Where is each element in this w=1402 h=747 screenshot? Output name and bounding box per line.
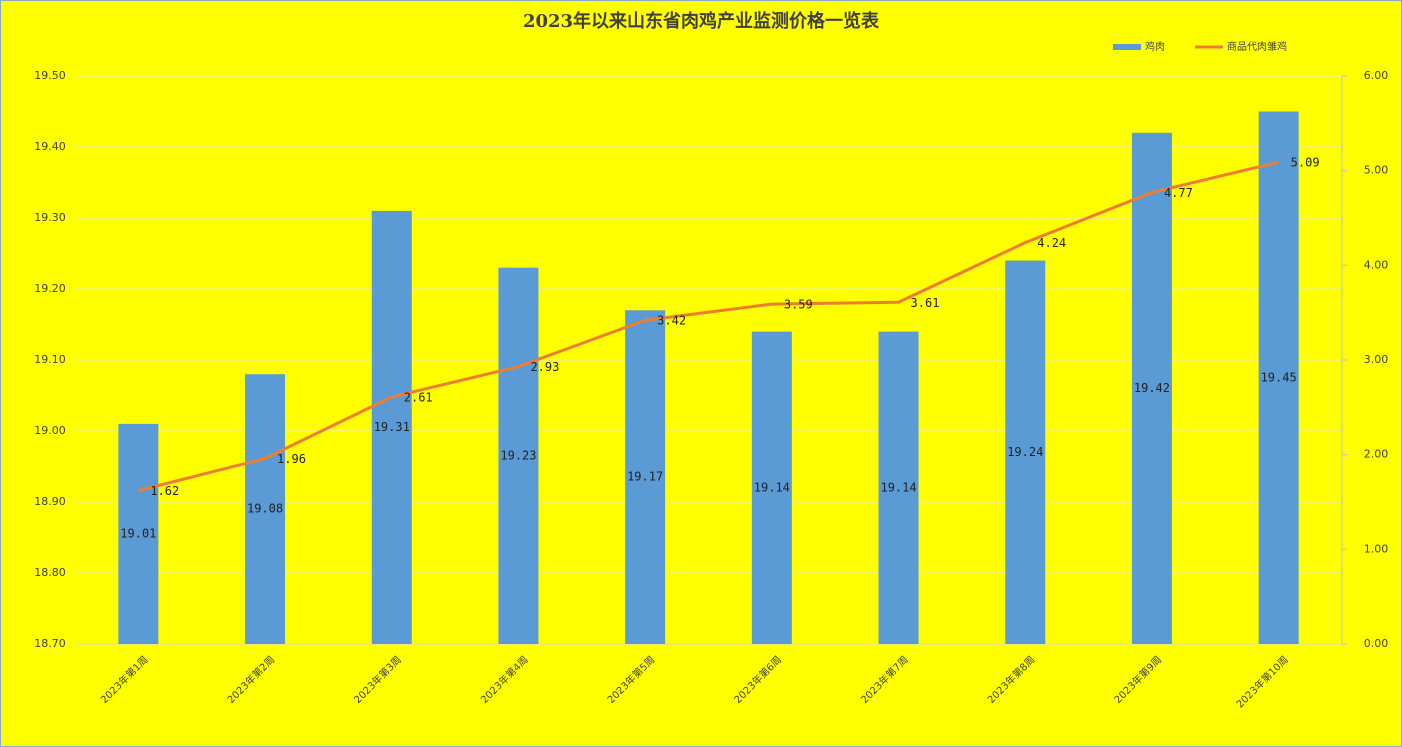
bar-value-label: 19.14	[754, 480, 790, 494]
y2-tick-label: 1.00	[1364, 542, 1389, 555]
y-tick-label: 19.40	[34, 140, 66, 153]
line-value-label: 5.09	[1291, 156, 1320, 170]
y-tick-label: 19.10	[34, 353, 66, 366]
bar	[878, 331, 919, 644]
y-tick-label: 19.50	[34, 69, 66, 82]
bar-value-label: 19.17	[627, 470, 663, 484]
y2-tick-label: 0.00	[1364, 637, 1389, 650]
y2-tick-label: 3.00	[1364, 353, 1389, 366]
y-tick-label: 18.90	[34, 495, 66, 508]
bar	[1131, 132, 1172, 645]
bar	[371, 210, 412, 644]
y-tick-label: 19.00	[34, 424, 66, 437]
bar	[498, 267, 539, 644]
bar-value-label: 19.08	[247, 502, 283, 516]
bar-value-label: 19.45	[1261, 370, 1297, 384]
line-value-label: 1.62	[150, 484, 179, 498]
line-value-label: 1.96	[277, 452, 306, 466]
y2-tick-label: 2.00	[1364, 448, 1389, 461]
bar-value-label: 19.31	[374, 420, 410, 434]
bar-value-label: 19.42	[1134, 381, 1170, 395]
y-tick-label: 18.70	[34, 637, 66, 650]
legend-label: 鸡肉	[1145, 40, 1165, 53]
chart-title: 2023年以来山东省肉鸡产业监测价格一览表	[523, 10, 880, 32]
line-value-label: 3.42	[657, 314, 686, 328]
bar-value-label: 19.24	[1007, 445, 1043, 459]
bar	[751, 331, 792, 644]
y2-tick-label: 5.00	[1364, 164, 1389, 177]
bar	[625, 310, 666, 644]
bar	[1258, 111, 1299, 644]
bar-value-label: 19.23	[500, 448, 536, 462]
line-value-label: 3.59	[784, 298, 813, 312]
bar	[1005, 260, 1046, 644]
bar-value-label: 19.01	[120, 526, 156, 540]
line-value-label: 2.61	[404, 390, 433, 404]
y2-tick-label: 4.00	[1364, 258, 1389, 271]
line-series	[137, 160, 1279, 493]
y2-tick-label: 6.00	[1364, 69, 1389, 82]
bar	[118, 423, 159, 644]
y-tick-label: 18.80	[34, 566, 66, 579]
line-value-label: 2.93	[530, 360, 559, 374]
line-value-label: 3.61	[911, 296, 940, 310]
y-tick-label: 19.20	[34, 282, 66, 295]
line-value-label: 4.77	[1164, 186, 1193, 200]
bar-value-label: 19.14	[880, 480, 916, 494]
legend-label: 商品代肉雏鸡	[1227, 40, 1287, 53]
bar	[245, 374, 286, 644]
line-value-label: 4.24	[1037, 236, 1066, 250]
legend-swatch	[1113, 44, 1141, 50]
y-tick-label: 19.30	[34, 211, 66, 224]
